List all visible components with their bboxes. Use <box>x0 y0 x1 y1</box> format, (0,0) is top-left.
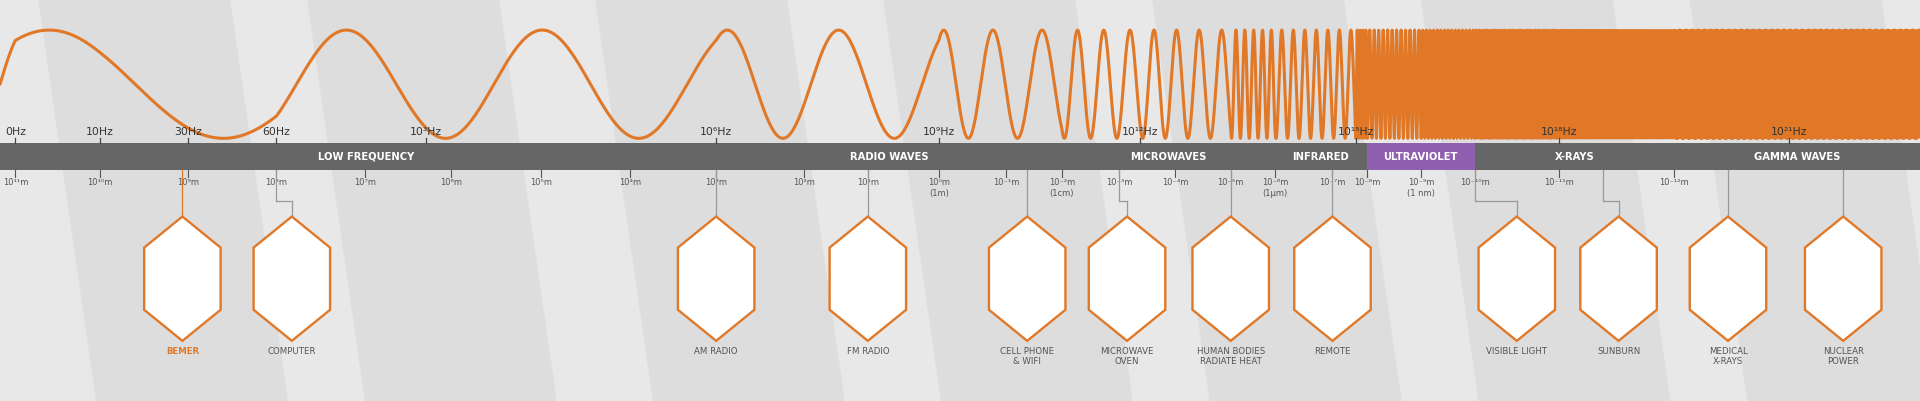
Polygon shape <box>1805 217 1882 341</box>
Polygon shape <box>38 0 288 401</box>
Text: CELL PHONE
& WIFI: CELL PHONE & WIFI <box>1000 347 1054 366</box>
Text: 0Hz: 0Hz <box>6 127 25 137</box>
Text: 10⁵m: 10⁵m <box>530 178 553 187</box>
Bar <box>1367 143 1475 170</box>
Text: HUMAN BODIES
RADIATE HEAT: HUMAN BODIES RADIATE HEAT <box>1196 347 1265 366</box>
Polygon shape <box>307 0 557 401</box>
Bar <box>0 143 1920 170</box>
Text: 10¹⁰m: 10¹⁰m <box>86 178 113 187</box>
Text: 10⁷m: 10⁷m <box>353 178 376 187</box>
Text: COMPUTER: COMPUTER <box>267 347 317 356</box>
Text: 10Hz: 10Hz <box>86 127 113 137</box>
Text: 10³Hz: 10³Hz <box>411 127 442 137</box>
Text: 10⁻⁹m
(1 nm): 10⁻⁹m (1 nm) <box>1407 178 1434 198</box>
Text: 10⁰m
(1m): 10⁰m (1m) <box>927 178 950 198</box>
Text: MEDICAL
X-RAYS: MEDICAL X-RAYS <box>1709 347 1747 366</box>
Text: VISIBLE LIGHT: VISIBLE LIGHT <box>1486 347 1548 356</box>
Polygon shape <box>1294 217 1371 341</box>
Text: 10⁻⁷m: 10⁻⁷m <box>1319 178 1346 187</box>
Text: 10⁸m: 10⁸m <box>265 178 288 187</box>
Text: 10⁻⁸m: 10⁻⁸m <box>1354 178 1380 187</box>
Text: 10⁻⁶m
(1μm): 10⁻⁶m (1μm) <box>1261 178 1288 198</box>
Text: 10⁻³m: 10⁻³m <box>1106 178 1133 187</box>
Polygon shape <box>1478 217 1555 341</box>
Text: 10⁻¹m: 10⁻¹m <box>993 178 1020 187</box>
Text: BEMER: BEMER <box>165 347 200 356</box>
Text: 10⁶Hz: 10⁶Hz <box>701 127 732 137</box>
Text: MICROWAVE
OVEN: MICROWAVE OVEN <box>1100 347 1154 366</box>
Polygon shape <box>883 0 1133 401</box>
Text: 10¹²Hz: 10¹²Hz <box>1121 127 1160 137</box>
Text: ULTRAVIOLET: ULTRAVIOLET <box>1384 152 1457 162</box>
Polygon shape <box>1192 217 1269 341</box>
Text: FM RADIO: FM RADIO <box>847 347 889 356</box>
Text: AM RADIO: AM RADIO <box>695 347 737 356</box>
Text: 10¹⁵Hz: 10¹⁵Hz <box>1338 127 1373 137</box>
Text: RADIO WAVES: RADIO WAVES <box>851 152 927 162</box>
Text: 10²m: 10²m <box>793 178 816 187</box>
Text: 60Hz: 60Hz <box>263 127 290 137</box>
Polygon shape <box>144 217 221 341</box>
Text: SUNBURN: SUNBURN <box>1597 347 1640 356</box>
Text: 10²¹Hz: 10²¹Hz <box>1770 127 1809 137</box>
Text: 10⁻²m
(1cm): 10⁻²m (1cm) <box>1048 178 1075 198</box>
Text: 10⁹m: 10⁹m <box>177 178 200 187</box>
Text: 10⁻¹⁰m: 10⁻¹⁰m <box>1459 178 1490 187</box>
Text: 10⁹Hz: 10⁹Hz <box>924 127 954 137</box>
Text: 10⁻¹²m: 10⁻¹²m <box>1659 178 1690 187</box>
Polygon shape <box>253 217 330 341</box>
Text: 10¹¹m: 10¹¹m <box>2 178 29 187</box>
Polygon shape <box>1580 217 1657 341</box>
Text: 10⁻⁴m: 10⁻⁴m <box>1162 178 1188 187</box>
Text: 10⁻⁵m: 10⁻⁵m <box>1217 178 1244 187</box>
Polygon shape <box>1690 217 1766 341</box>
Text: 10¹⁸Hz: 10¹⁸Hz <box>1540 127 1578 137</box>
Text: GAMMA WAVES: GAMMA WAVES <box>1755 152 1839 162</box>
Text: REMOTE: REMOTE <box>1313 347 1352 356</box>
Polygon shape <box>1089 217 1165 341</box>
Text: NUCLEAR
POWER: NUCLEAR POWER <box>1822 347 1864 366</box>
Text: MICROWAVES: MICROWAVES <box>1131 152 1206 162</box>
Polygon shape <box>1152 0 1402 401</box>
Text: LOW FREQUENCY: LOW FREQUENCY <box>317 152 415 162</box>
Text: 10⁴m: 10⁴m <box>618 178 641 187</box>
Text: 10⁶m: 10⁶m <box>440 178 463 187</box>
Text: 10³m: 10³m <box>705 178 728 187</box>
Text: 30Hz: 30Hz <box>175 127 202 137</box>
Polygon shape <box>829 217 906 341</box>
Polygon shape <box>1690 0 1920 401</box>
Text: 10⁻¹¹m: 10⁻¹¹m <box>1544 178 1574 187</box>
Text: 10¹m: 10¹m <box>856 178 879 187</box>
Polygon shape <box>989 217 1066 341</box>
Polygon shape <box>595 0 845 401</box>
Text: X-RAYS: X-RAYS <box>1555 152 1594 162</box>
Polygon shape <box>1421 0 1670 401</box>
Text: INFRARED: INFRARED <box>1292 152 1350 162</box>
Polygon shape <box>678 217 755 341</box>
